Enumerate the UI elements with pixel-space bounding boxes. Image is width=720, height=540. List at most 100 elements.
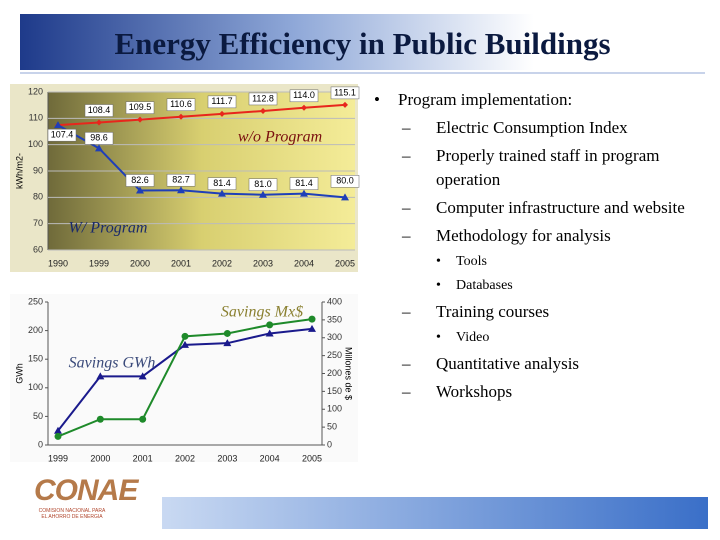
bullet-item: Video: [436, 328, 707, 348]
title-bar: [20, 14, 705, 70]
marker: [54, 121, 62, 129]
value-label-box: [248, 92, 278, 106]
x-tick-label: 1999: [89, 258, 109, 268]
bullet-item: Computer infrastructure and website: [402, 196, 707, 220]
y2-tick-label: 350: [327, 314, 342, 324]
value-label-box: [248, 178, 278, 191]
marker: [308, 324, 316, 332]
value-label: 82.7: [172, 175, 190, 185]
bullet-list: Tools Databases: [436, 252, 707, 296]
value-label-box: [207, 177, 237, 190]
value-label-box: [166, 173, 196, 187]
y-tick-label: 100: [28, 139, 43, 149]
marker: [260, 107, 266, 114]
bullet-text: Electric Consumption Index: [436, 118, 628, 137]
x-tick-label: 2003: [217, 453, 237, 463]
y-tick-label: 110: [29, 113, 43, 123]
x-tick-label: 2000: [130, 258, 150, 268]
series-line: [57, 103, 346, 127]
y2-tick-label: 200: [327, 368, 342, 378]
y-axis-label: kWh/m2-: [14, 153, 24, 189]
y2-tick-label: 50: [327, 422, 337, 432]
marker: [300, 189, 308, 197]
annotation: w/o Program: [238, 129, 322, 146]
y2-tick-label: 300: [327, 332, 342, 342]
bullet-text: Properly trained staff in program operat…: [436, 146, 660, 189]
bullets: Program implementation: Electric Consumpt…: [372, 88, 707, 404]
bullet-item: Methodology for analysis Tools Databases: [402, 224, 707, 296]
marker: [266, 321, 274, 329]
value-label: 114.0: [293, 90, 315, 100]
y2-tick-label: 0: [327, 439, 332, 449]
bullet-item: Tools: [436, 252, 707, 272]
annotation: Savings Mx$: [221, 304, 303, 321]
y-tick-label: 250: [28, 296, 43, 306]
x-tick-label: 2001: [133, 453, 153, 463]
bullet-item: Databases: [436, 276, 707, 296]
value-label: 107.4: [51, 130, 74, 140]
bullet-item: Program implementation: Electric Consumpt…: [372, 88, 707, 404]
logo-name: CONAE: [34, 474, 138, 507]
value-label: 81.4: [213, 178, 231, 188]
bullet-text: Training courses: [436, 302, 550, 321]
slide-title: Energy Efficiency in Public Buildings: [114, 26, 611, 61]
logo-subtitle: COMISION NACIONAL PARA EL AHORRO DE ENER…: [38, 508, 106, 520]
bullet-list: Program implementation: Electric Consumpt…: [372, 88, 707, 404]
marker: [138, 372, 147, 380]
bullet-text: Tools: [456, 254, 487, 269]
x-tick-label: 2000: [90, 453, 110, 463]
value-label-box: [289, 177, 319, 190]
bullet-item: Properly trained staff in program operat…: [402, 144, 707, 192]
bullet-list: Electric Consumption Index Properly train…: [398, 116, 707, 404]
bullet-list: Video: [436, 328, 707, 348]
marker: [223, 339, 232, 347]
y-tick-label: 50: [33, 411, 43, 421]
value-label-box: [47, 128, 77, 142]
x-tick-label: 2005: [302, 453, 322, 463]
x-tick-label: 2005: [335, 258, 355, 268]
bullet-item: Workshops: [402, 380, 707, 404]
x-tick-label: 1990: [48, 258, 68, 268]
value-label: 81.0: [254, 179, 272, 189]
bullet-text: Methodology for analysis: [436, 226, 611, 245]
value-label-box: [289, 89, 319, 103]
bullet-text: Databases: [456, 278, 513, 293]
marker: [342, 101, 348, 108]
chart-panel: [10, 294, 358, 462]
marker: [308, 315, 316, 323]
x-tick-label: 2001: [171, 258, 191, 268]
x-tick-label: 2002: [175, 453, 195, 463]
bullet-text: Workshops: [436, 382, 513, 401]
value-label-box: [125, 101, 155, 114]
value-label-box: [125, 174, 155, 187]
value-label-box: [84, 104, 114, 117]
y2-axis-label: Millones de $: [344, 347, 354, 400]
value-label: 80.0: [336, 176, 354, 186]
marker: [178, 113, 184, 120]
marker: [96, 415, 104, 423]
marker: [137, 116, 143, 123]
value-label: 110.6: [170, 99, 192, 109]
marker: [181, 340, 189, 348]
marker: [259, 190, 267, 198]
y-tick-label: 150: [28, 354, 43, 364]
value-label: 109.5: [129, 102, 152, 112]
annotation: W/ Program: [69, 220, 148, 237]
y-tick-label: 200: [28, 325, 43, 335]
marker: [223, 329, 231, 337]
value-label-box: [330, 175, 360, 188]
marker: [301, 104, 307, 111]
bullet-item: Electric Consumption Index: [402, 116, 707, 140]
value-label: 82.6: [131, 175, 149, 185]
marker: [181, 332, 189, 340]
marker: [139, 415, 147, 423]
bullet-text: Quantitative analysis: [436, 354, 580, 373]
y-tick-label: 60: [33, 244, 43, 254]
value-label: 111.7: [211, 96, 232, 106]
x-tick-label: 2004: [294, 258, 314, 268]
marker: [96, 372, 105, 380]
bullet-text: Program implementation:: [398, 90, 573, 109]
value-label-box: [166, 98, 196, 112]
